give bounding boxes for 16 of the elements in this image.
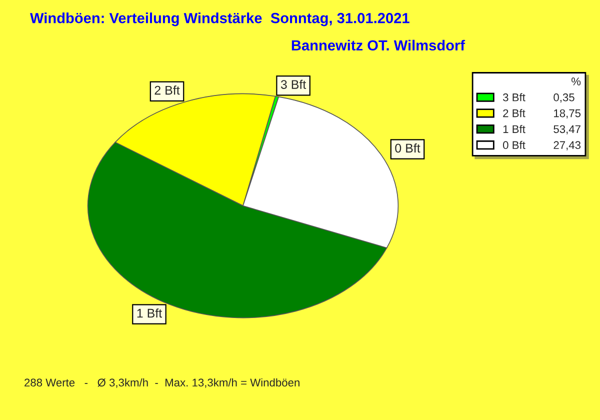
chart-title: Windböen: Verteilung Windstärke Sonntag, 31.01.2021	[30, 12, 410, 26]
legend-label: 1 Bft	[503, 124, 526, 134]
data-label: 0,35	[554, 93, 574, 103]
legend-label: 3 Bft	[502, 93, 526, 102]
legend-label: 2 Bft	[503, 109, 526, 118]
text: 288 Werte - Ø 3,3km/h - Max. 13,3km/h = Windböen	[24, 378, 300, 388]
data-label: 27,43	[554, 141, 581, 150]
slice-label: 0 Bft	[395, 143, 420, 153]
data-label: 53,47	[554, 125, 580, 134]
legend-label: 0 Bft	[503, 140, 526, 150]
legend-title: %	[572, 78, 581, 86]
data-label: 18,75	[554, 109, 581, 118]
slice-label: 2 Bft	[154, 86, 180, 95]
slice-label: 3 Bft	[280, 80, 306, 89]
category-label: 1 Bft	[137, 308, 162, 318]
chart-subtitle: Bannewitz OT. Wilmsdorf	[292, 40, 466, 51]
